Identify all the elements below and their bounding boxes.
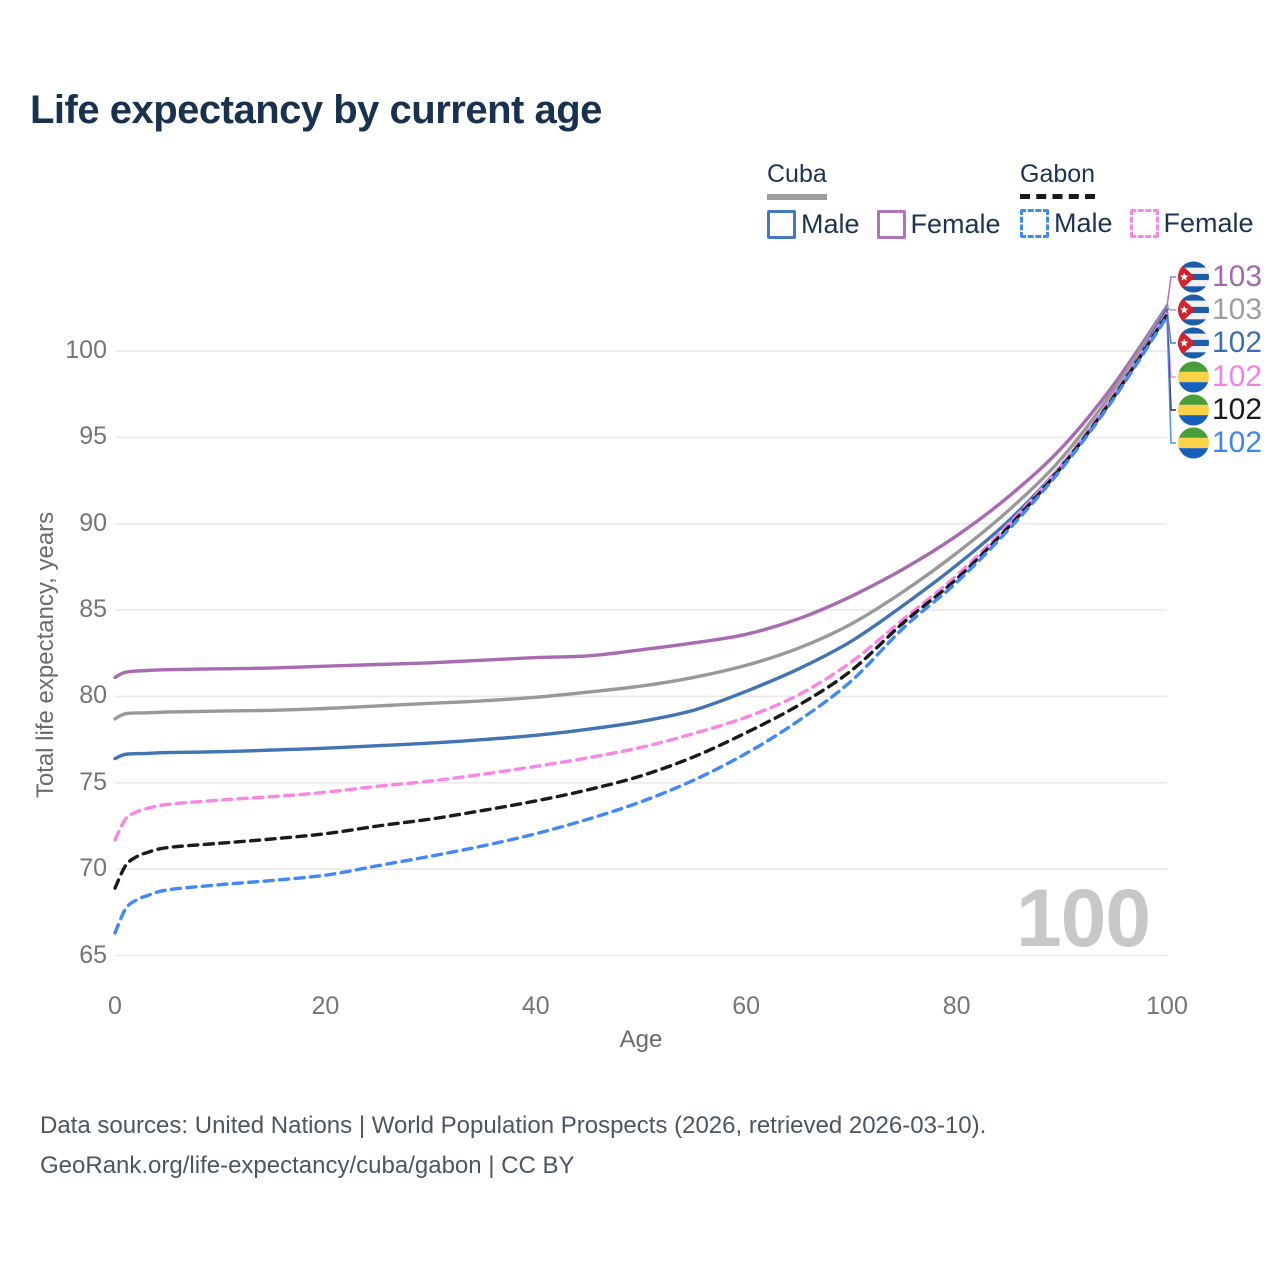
attribution-line: GeoRank.org/life-expectancy/cuba/gabon |… — [40, 1152, 575, 1179]
legend-group-cuba: Cuba Male Female — [767, 160, 1018, 240]
end-value-label-gabon-both-sexes: 102 — [1212, 393, 1263, 426]
series-line-cuba-female — [113, 304, 1169, 680]
legend-item-label: Female — [910, 209, 1001, 239]
end-label-connector — [1166, 276, 1176, 307]
end-value-label-cuba-male: 102 — [1212, 326, 1263, 359]
legend-item-cuba-male[interactable]: Male — [767, 209, 860, 240]
legend-swatch — [767, 210, 796, 239]
series-line-gabon-female — [113, 311, 1169, 842]
end-value-label-cuba-both-sexes: 103 — [1212, 293, 1263, 326]
legend-group-title-gabon[interactable]: Gabon — [1020, 160, 1096, 199]
legend-item-label: Male — [1054, 208, 1113, 238]
y-tick-label-100: 100 — [65, 336, 107, 364]
gabon-flag-icon — [1178, 361, 1209, 393]
y-tick-label-75: 75 — [79, 767, 107, 796]
legend-item-label: Female — [1163, 208, 1254, 238]
cuba-flag-icon — [1178, 327, 1209, 359]
series-line-cuba-both-sexes — [113, 306, 1169, 721]
gabon-flag-icon — [1178, 427, 1209, 459]
y-tick-label-85: 85 — [79, 595, 107, 624]
legend-items-gabon: Male Female — [1020, 208, 1271, 239]
chart-title: Life expectancy by current age — [30, 88, 602, 132]
y-axis-title: Total life expectancy, years — [32, 511, 59, 799]
end-label-connector — [1166, 314, 1176, 411]
cuba-flag-icon — [1178, 261, 1209, 293]
x-tick-label-100: 100 — [1146, 992, 1188, 1020]
end-label-connector — [1166, 307, 1176, 311]
gabon-flag-icon — [1178, 394, 1209, 426]
end-value-label-gabon-female: 102 — [1212, 360, 1263, 393]
chart-footer: Data sources: United Nations | World Pop… — [40, 1106, 986, 1186]
y-tick-label-90: 90 — [79, 508, 107, 537]
y-tick-label-65: 65 — [79, 940, 107, 969]
legend-group-gabon: Gabon Male Female — [1020, 160, 1271, 239]
cuba-flag-icon — [1178, 294, 1209, 326]
legend-item-gabon-male[interactable]: Male — [1020, 208, 1113, 239]
x-tick-label-20: 20 — [311, 992, 340, 1020]
y-tick-label-95: 95 — [79, 422, 107, 451]
legend-group-title-cuba[interactable]: Cuba — [767, 160, 827, 200]
end-value-label-gabon-male: 102 — [1212, 426, 1263, 459]
end-value-label-cuba-female: 103 — [1212, 260, 1263, 293]
legend-item-gabon-female[interactable]: Female — [1129, 208, 1254, 239]
series-line-gabon-both-sexes — [113, 313, 1169, 890]
legend-item-cuba-female[interactable]: Female — [876, 209, 1001, 240]
x-tick-label-40: 40 — [521, 992, 550, 1020]
legend-swatch — [876, 210, 906, 239]
end-label-connector — [1166, 316, 1176, 444]
x-tick-label-80: 80 — [942, 992, 971, 1020]
y-tick-label-80: 80 — [79, 681, 107, 710]
x-axis-title: Age — [619, 1026, 663, 1053]
legend-items-cuba: Male Female — [767, 209, 1018, 240]
series-line-gabon-male — [113, 314, 1169, 935]
legend-item-label: Male — [801, 209, 860, 239]
y-tick-label-70: 70 — [79, 854, 107, 883]
end-label-connector — [1166, 312, 1176, 378]
x-tick-label-0: 0 — [108, 992, 122, 1020]
legend-swatch — [1020, 209, 1049, 238]
legend-swatch — [1129, 209, 1159, 238]
end-label-connector — [1166, 309, 1176, 344]
age-counter-watermark: 100 — [1016, 873, 1151, 964]
series-line-cuba-male — [113, 307, 1169, 761]
data-sources-line: Data sources: United Nations | World Pop… — [40, 1112, 987, 1139]
x-tick-label-60: 60 — [732, 992, 761, 1020]
